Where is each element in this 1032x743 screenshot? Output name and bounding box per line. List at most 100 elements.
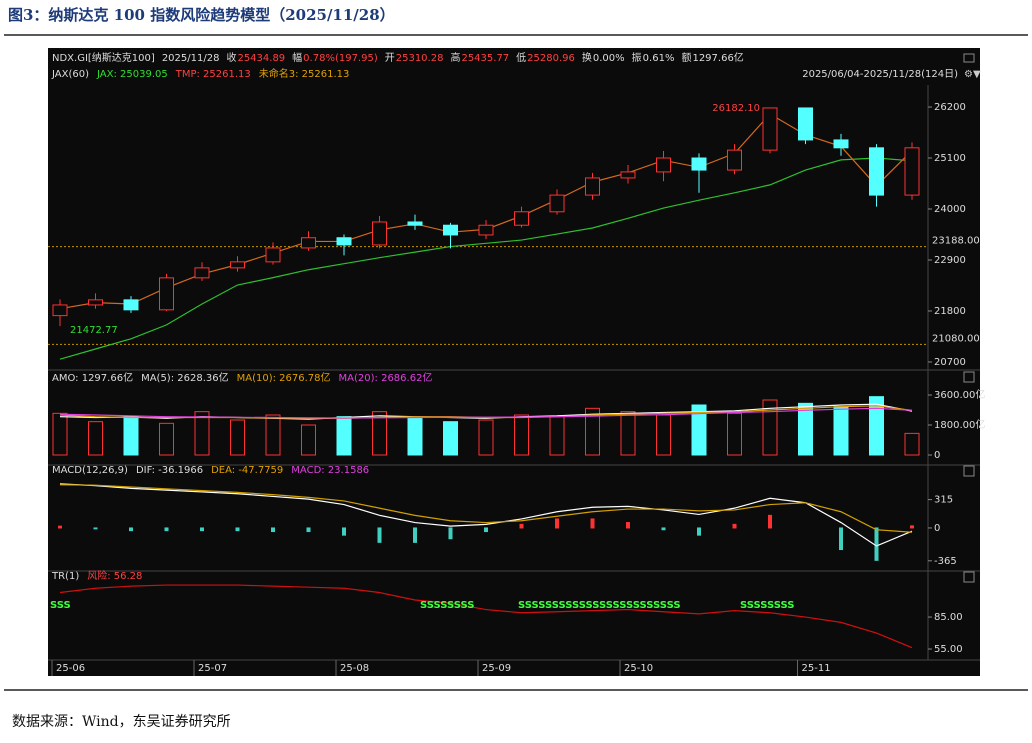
candle-body	[691, 157, 707, 171]
series-line	[59, 483, 913, 547]
candle-body	[407, 221, 423, 226]
candle-body	[762, 107, 778, 151]
min-label: 21472.77	[70, 325, 118, 336]
signal: SSSSSSSS	[420, 600, 474, 611]
quote-item: 换	[582, 51, 592, 64]
bar	[271, 527, 275, 533]
quote-item: 0.78%(197.95)	[303, 53, 378, 64]
candle-body	[372, 221, 387, 246]
quote-item: 25280.96	[527, 53, 575, 64]
bar	[230, 419, 245, 456]
series-line	[59, 157, 913, 360]
figure-title: 图3：纳斯达克 100 指数风险趋势模型（2025/11/28）	[8, 6, 395, 24]
quote-item: 额	[681, 51, 691, 64]
y-tick-label: 3600.00亿	[934, 388, 985, 401]
quote-item: 0.61%	[643, 53, 675, 64]
bar	[762, 399, 778, 456]
y-tick-label: 1800.00亿	[934, 418, 985, 431]
bar	[590, 518, 595, 529]
y-tick-label: 0	[934, 523, 940, 534]
series-line	[59, 584, 913, 649]
bar	[164, 527, 169, 532]
bar	[336, 416, 352, 456]
bar	[833, 406, 849, 456]
bar	[626, 522, 630, 529]
bar	[235, 527, 240, 532]
bar	[732, 523, 737, 529]
bar	[58, 525, 62, 529]
legend-item: AMO: 1297.66亿	[52, 371, 133, 384]
bar	[159, 422, 174, 456]
quote-item: 25434.89	[237, 53, 285, 64]
quote-item: 开	[385, 53, 395, 64]
legend-item: 未命名3: 25261.13	[259, 67, 350, 80]
close-icons	[963, 53, 975, 583]
bar	[123, 416, 139, 456]
candle-body	[123, 299, 139, 311]
bar	[549, 416, 565, 456]
y-tick-label: 25100	[934, 153, 966, 164]
candle-body	[585, 177, 600, 196]
max-label: 26182.10	[712, 103, 760, 114]
y-tick-label: -365	[934, 556, 957, 567]
series-line	[59, 407, 913, 419]
legend-item: TMP: 25261.13	[175, 69, 251, 80]
series-line	[59, 484, 913, 533]
quote-item: 振	[632, 51, 642, 64]
legend-item: MACD: 23.1586	[291, 465, 369, 476]
candle-body	[301, 237, 316, 249]
candle-body	[549, 194, 565, 213]
legend-item: DEA: -47.7759	[211, 465, 283, 476]
bar	[443, 421, 458, 456]
candle-body	[904, 147, 920, 196]
bar	[869, 396, 884, 456]
legend-item: MACD(12,26,9)	[52, 465, 128, 476]
bar	[697, 527, 701, 536]
bar	[200, 527, 204, 532]
quote-item: 低	[516, 51, 526, 64]
y-tick-label: 0	[934, 450, 940, 461]
candle-body	[798, 107, 813, 141]
quote-item: 2025/11/28	[162, 53, 220, 64]
x-tick-label: 25-08	[340, 663, 369, 674]
bar	[52, 412, 68, 456]
legend-item: MA(20): 2686.62亿	[339, 371, 433, 384]
y-tick-label: 26200	[934, 102, 966, 113]
bar	[194, 411, 210, 456]
x-tick-label: 25-06	[56, 663, 85, 674]
range-label: 2025/06/04-2025/11/28(124日)	[802, 69, 958, 80]
y-tick-label: 21800	[934, 306, 966, 317]
quote-item: 幅	[292, 51, 302, 64]
settings-icon: ⚙▼	[964, 69, 981, 80]
bar	[904, 432, 920, 456]
candle-body	[869, 147, 884, 196]
bar	[585, 407, 600, 456]
bar	[301, 424, 316, 456]
bar	[306, 527, 311, 533]
legend-item: MA(10): 2676.78亿	[237, 371, 331, 384]
bar	[377, 527, 382, 543]
signal: SSS	[50, 600, 71, 611]
y-tick-label: 24000	[934, 204, 966, 215]
candle-body	[88, 299, 103, 306]
y-tick-label: 55.00	[934, 644, 963, 655]
candle-body	[727, 149, 742, 171]
candle-body	[265, 247, 281, 263]
reference-label: 21080.00	[932, 333, 980, 344]
bar	[768, 514, 772, 529]
bar	[910, 525, 914, 529]
bar	[93, 527, 98, 530]
bar	[514, 414, 529, 456]
bar	[478, 419, 494, 456]
x-tick-label: 25-07	[198, 663, 227, 674]
candle-body	[478, 224, 494, 236]
bar	[88, 421, 103, 456]
bar	[874, 527, 879, 561]
legend-item: MA(5): 2628.36亿	[141, 371, 229, 384]
candle-body	[443, 224, 458, 236]
x-tick-label: 25-10	[624, 663, 653, 674]
candle-body	[620, 171, 636, 179]
candle-body	[52, 304, 68, 317]
